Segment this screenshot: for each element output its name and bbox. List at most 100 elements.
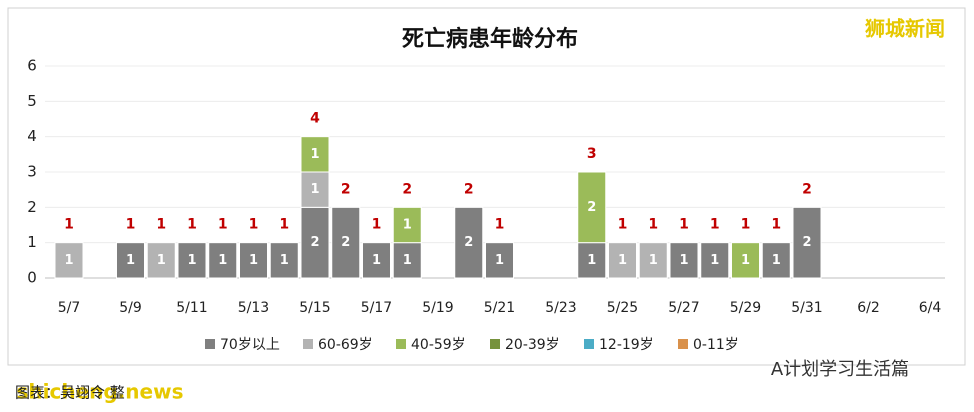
y-tick-label: 6 — [27, 57, 37, 75]
bar-segment — [331, 206, 361, 279]
total-label: 2 — [802, 181, 812, 197]
bar-segment — [608, 242, 637, 279]
x-tick-label: 5/31 — [791, 300, 822, 316]
total-label: 1 — [187, 217, 197, 233]
watermark: 狮城新闻 — [865, 17, 945, 41]
legend-swatch — [584, 339, 594, 349]
total-label: 1 — [771, 217, 781, 233]
x-tick-label: 5/7 — [58, 300, 81, 316]
total-label: 1 — [741, 217, 751, 233]
y-tick-label: 5 — [27, 92, 37, 110]
bar-segment — [300, 136, 330, 173]
bar-segment — [454, 206, 484, 279]
total-label: 2 — [402, 181, 412, 197]
segment-label: 1 — [126, 253, 135, 268]
x-tick-label: 5/19 — [422, 300, 453, 316]
watermark: A计划学习生活篇 — [771, 359, 909, 380]
segment-label: 1 — [403, 253, 412, 268]
y-tick-label: 3 — [27, 163, 37, 181]
legend-swatch — [205, 339, 215, 349]
bar-segment — [208, 242, 238, 279]
bar-segment — [669, 242, 699, 279]
legend-label: 0-11岁 — [693, 337, 739, 353]
bar-segment — [362, 242, 391, 279]
legend-swatch — [678, 339, 688, 349]
segment-label: 1 — [741, 253, 750, 268]
chart-frame — [7, 7, 966, 366]
credit: 图表：吴翊令 整 — [15, 384, 125, 402]
chart-title: 死亡病患年龄分布 — [402, 26, 578, 52]
legend-label: 40-59岁 — [411, 337, 466, 353]
segment-label: 1 — [587, 253, 596, 268]
segment-label: 2 — [464, 235, 473, 250]
segment-label: 1 — [710, 253, 719, 268]
x-tick-label: 5/13 — [238, 300, 269, 316]
segment-label: 2 — [341, 235, 350, 250]
x-tick-label: 5/9 — [119, 300, 142, 316]
bar-segment — [116, 242, 145, 279]
total-label: 1 — [710, 217, 720, 233]
total-label: 1 — [279, 217, 289, 233]
legend-swatch — [490, 339, 500, 349]
bar-segment — [54, 242, 84, 279]
x-tick-label: 5/11 — [176, 300, 207, 316]
bar-segment — [731, 242, 760, 279]
total-label: 1 — [618, 217, 628, 233]
total-label: 3 — [587, 146, 597, 162]
bar-segment — [177, 242, 207, 279]
y-tick-label: 2 — [27, 198, 37, 216]
bar-segment — [638, 242, 668, 279]
total-label: 1 — [126, 217, 136, 233]
segment-label: 1 — [495, 253, 504, 268]
segment-label: 1 — [280, 253, 289, 268]
segment-label: 1 — [679, 253, 688, 268]
segment-label: 2 — [587, 200, 596, 215]
y-tick-label: 4 — [27, 127, 37, 145]
legend-swatch — [303, 339, 313, 349]
segment-label: 1 — [218, 253, 227, 268]
total-label: 1 — [218, 217, 228, 233]
segment-label: 1 — [187, 253, 196, 268]
x-tick-label: 5/15 — [299, 300, 330, 316]
bar-segment — [700, 242, 730, 279]
segment-label: 1 — [310, 147, 319, 162]
bar-segment — [392, 206, 422, 244]
total-label: 1 — [156, 217, 166, 233]
total-label: 1 — [64, 217, 74, 233]
bar-segment — [300, 171, 330, 208]
legend-label: 60-69岁 — [318, 337, 373, 353]
x-tick-label: 6/2 — [857, 300, 880, 316]
segment-label: 1 — [64, 253, 73, 268]
total-label: 2 — [464, 181, 474, 197]
segment-label: 1 — [618, 253, 627, 268]
total-label: 1 — [249, 217, 259, 233]
segment-label: 1 — [772, 253, 781, 268]
x-tick-label: 5/23 — [545, 300, 576, 316]
segment-label: 2 — [802, 235, 811, 250]
segment-label: 1 — [157, 253, 166, 268]
segment-label: 1 — [403, 218, 412, 233]
legend-label: 70岁以上 — [220, 337, 280, 353]
bar-segment — [761, 242, 791, 279]
bar-segment — [485, 242, 514, 279]
legend-label: 20-39岁 — [505, 337, 560, 353]
segment-label: 1 — [649, 253, 658, 268]
bar-segment — [269, 242, 299, 279]
bar-segment — [792, 206, 822, 279]
segment-label: 1 — [249, 253, 258, 268]
x-tick-label: 5/27 — [668, 300, 699, 316]
total-label: 1 — [372, 217, 382, 233]
x-tick-label: 5/17 — [361, 300, 392, 316]
x-tick-label: 5/25 — [607, 300, 638, 316]
bar-segment — [239, 242, 268, 279]
watermark: shicheng.news — [17, 380, 184, 404]
bar-segment — [146, 242, 176, 279]
total-label: 1 — [679, 217, 689, 233]
bar-segment — [300, 206, 330, 279]
bar-segment — [577, 171, 607, 244]
x-tick-label: 5/21 — [484, 300, 515, 316]
y-tick-label: 0 — [27, 269, 37, 287]
x-tick-label: 6/4 — [919, 300, 942, 316]
